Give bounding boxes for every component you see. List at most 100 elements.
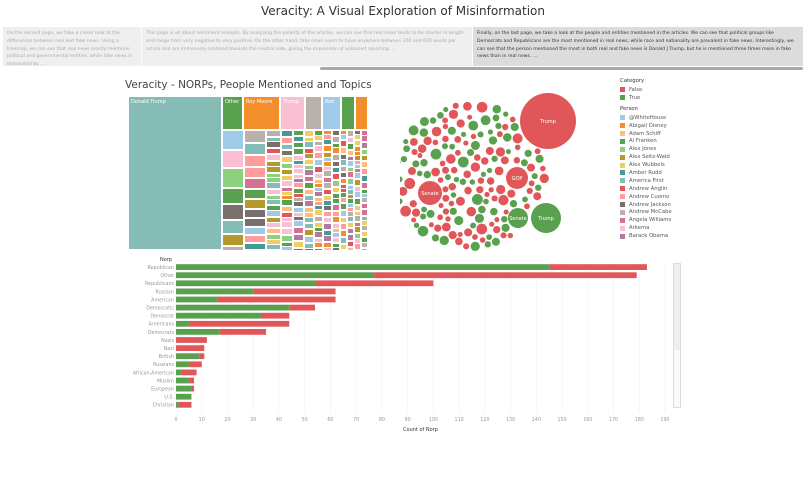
topic-bubble[interactable] [512,133,523,144]
topic-bubble[interactable] [526,187,533,194]
topic-bubble[interactable] [531,203,561,233]
treemap-tile[interactable] [293,234,304,241]
story-scrollbar[interactable] [320,67,803,70]
topic-bubble[interactable] [486,177,495,185]
treemap-tile[interactable] [354,140,361,146]
topic-bubble[interactable] [474,213,485,224]
bar-segment-true[interactable] [176,401,179,408]
treemap-tile[interactable] [347,247,354,250]
topic-bubble[interactable] [493,225,501,234]
topic-bubble[interactable] [470,133,477,140]
topic-bubble[interactable] [489,221,495,227]
treemap-tile[interactable] [361,142,368,149]
treemap-tile[interactable] [361,197,368,203]
story-point-2[interactable]: This page is all about sentiment analysi… [142,27,472,66]
treemap-tile[interactable] [340,210,347,217]
topic-bubble[interactable] [477,177,485,184]
bar-segment-true[interactable] [176,264,550,270]
topic-bubble[interactable] [449,143,456,150]
topic-bubble[interactable] [419,128,429,137]
treemap-tile[interactable] [361,209,368,216]
treemap-tile[interactable] [222,168,244,188]
topic-bubble[interactable] [437,177,444,183]
treemap-tile[interactable] [361,155,368,161]
treemap-tile[interactable] [266,228,281,234]
topic-bubble[interactable] [533,192,542,201]
treemap-tile[interactable] [314,248,323,250]
legend-item[interactable]: False [620,86,672,94]
bar-segment-false[interactable] [314,280,434,287]
bar-segment-false[interactable] [199,353,205,360]
topic-bubble[interactable] [434,224,442,232]
treemap-tile[interactable] [293,248,304,250]
topic-bubble[interactable] [437,214,444,221]
topic-bubble[interactable] [535,154,544,163]
topic-bubble[interactable] [466,206,477,217]
bar-segment-true[interactable] [176,329,220,335]
treemap-tile[interactable] [332,130,340,136]
story-point-1[interactable]: On the second page, we take a closer loo… [3,27,141,66]
topic-bubble[interactable] [442,166,450,174]
bar-segment-true[interactable] [176,312,261,319]
topic-bubble[interactable] [442,208,450,215]
treemap-tile[interactable] [293,220,304,227]
treemap-tile[interactable] [361,161,368,168]
treemap-tile[interactable] [347,130,354,137]
topic-bubble[interactable] [448,231,457,240]
topic-bubble[interactable] [442,123,449,130]
topic-bubble[interactable] [420,159,428,167]
topic-bubble[interactable] [467,114,473,120]
legend-item[interactable]: Al Franken [620,137,672,145]
treemap-tile[interactable] [361,248,368,250]
treemap-tile[interactable] [347,178,354,185]
topic-bubble[interactable] [457,231,463,237]
topic-bubble[interactable] [400,186,408,196]
legend-item[interactable]: Andrew Anglin [620,185,672,193]
topic-bubble[interactable] [480,171,486,177]
bar-segment-false[interactable] [181,369,197,376]
topic-bubble[interactable] [453,176,460,183]
bar-segment-true[interactable] [176,353,200,360]
topic-bubble[interactable] [539,173,549,184]
topic-bubble[interactable] [531,173,538,180]
topic-bubble[interactable] [441,222,451,232]
topic-bubble[interactable] [419,117,429,127]
topic-bubble[interactable] [426,209,435,218]
topic-bubble[interactable] [431,234,440,242]
topic-bubble[interactable] [476,223,488,235]
bar-segment-false[interactable] [217,296,336,303]
treemap-tile[interactable] [340,217,347,223]
treemap-tile[interactable] [244,227,266,235]
topic-bubble[interactable] [457,156,469,168]
topic-bubble[interactable] [498,194,509,206]
treemap-tile[interactable] [340,203,347,210]
topic-bubble[interactable] [417,225,429,237]
treemap-tile[interactable] [222,204,244,220]
topic-bubble[interactable] [468,120,479,131]
treemap-tile[interactable] [244,218,266,227]
bar-segment-false[interactable] [253,288,336,295]
treemap-tile[interactable] [340,197,347,203]
legend-item[interactable]: Andrew Cuomo [620,193,672,201]
treemap-tile[interactable] [354,198,361,205]
topic-bubble[interactable] [403,145,411,153]
topic-bubble[interactable] [484,191,490,198]
topic-bubble[interactable] [487,129,494,135]
treemap-tile[interactable] [293,168,304,174]
topic-bubble[interactable] [469,179,476,185]
topic-bubble[interactable] [423,170,432,179]
bar-segment-false[interactable] [289,304,315,311]
legend-item[interactable]: Andrew McCabe [620,208,672,216]
treemap-tile[interactable] [340,140,347,147]
treemap-tile[interactable] [266,249,281,250]
treemap-tile[interactable] [323,247,332,250]
topic-bubble[interactable] [510,122,519,132]
topic-bubble[interactable] [428,222,434,228]
topic-bubble[interactable] [486,234,493,240]
treemap-tile[interactable] [354,172,361,179]
topic-bubble[interactable] [494,217,500,223]
treemap-tile[interactable] [347,222,354,228]
topic-bubble[interactable] [411,208,421,217]
bar-segment-true[interactable] [176,280,315,287]
topic-bubble[interactable] [431,126,442,137]
